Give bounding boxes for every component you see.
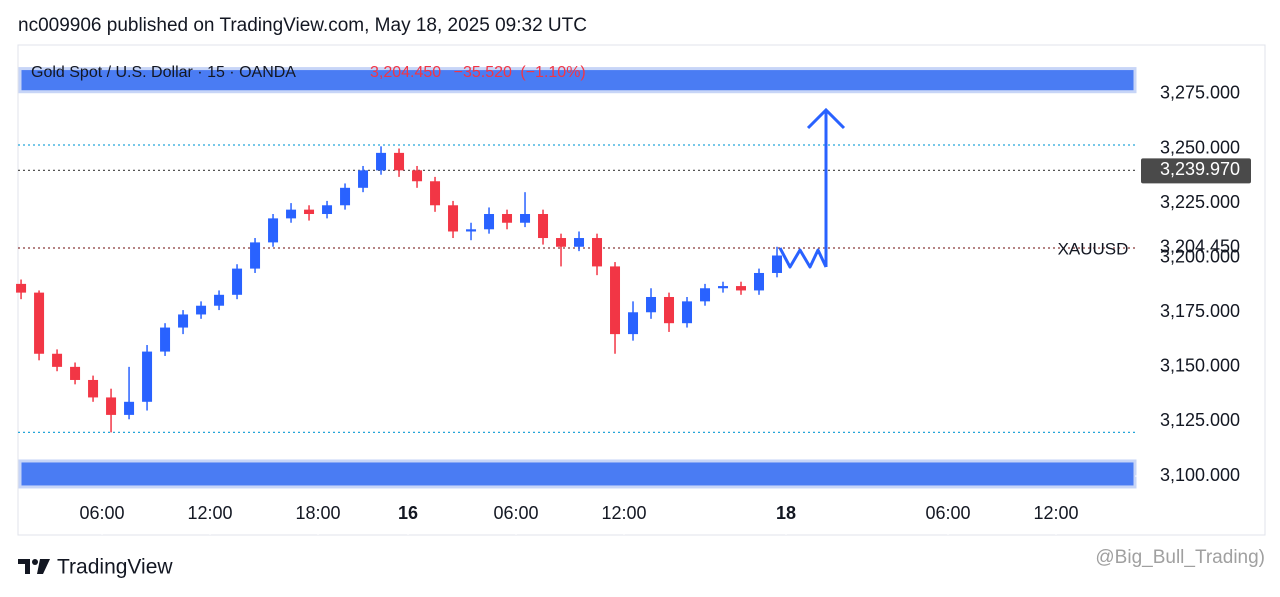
candle-body [214,294,225,306]
legend-symbol: Gold Spot / U.S. Dollar · 15 · OANDA [31,64,296,81]
chart-frame [17,44,1266,536]
quote-change: −35.520 [454,64,512,81]
candle-body [142,351,153,402]
candle-body [718,286,729,289]
quote-price: 3,204.450 [370,64,441,81]
candle-body [160,327,171,352]
candle-body [16,283,27,293]
candle-body [376,152,387,171]
candle-body [592,238,603,267]
x-tick-label: 12:00 [1033,503,1078,523]
candle-body [322,205,333,215]
x-tick-label: 12:00 [601,503,646,523]
x-tick-label: 18:00 [296,503,341,523]
y-tick-label: 3,225.000 [1160,192,1240,212]
candle-body [358,170,369,188]
x-tick-label: 12:00 [188,503,233,523]
candle-body [106,397,117,415]
y-tick-label: 3,125.000 [1160,410,1240,430]
candle-body [268,218,279,243]
y-tick-label: 3,200.000 [1160,246,1240,266]
legend-quote: 3,204.450 −35.520 (−1.10%) [370,64,586,81]
candle-body [70,366,81,380]
candle-body [484,214,495,230]
candle-body [736,286,747,291]
symbol-label: XAUUSD [1058,239,1129,258]
candle-body [394,152,405,171]
zones [18,67,1137,489]
brand-name: TradingView [57,556,173,579]
x-tick-label: 06:00 [80,503,125,523]
y-tick-label: 3,275.000 [1160,83,1240,103]
candle-body [124,401,135,415]
candles [16,146,783,433]
axes: 3,100.000 3,125.000 3,150.000 3,175.000 3,20… [80,83,1251,535]
candle-body [520,214,531,223]
candle-body [88,379,99,398]
candle-body [412,170,423,182]
y-tick-label: 3,150.000 [1160,356,1240,376]
candle-body [754,272,765,291]
arrow-head [806,107,846,130]
candle-body [232,268,243,295]
candle-body [646,296,657,313]
candle-body [574,238,585,247]
candle-body [538,214,549,239]
candle-body [340,187,351,206]
y-tick-label: 3,250.000 [1160,137,1240,157]
candle-body [700,288,711,302]
x-tick-label: 06:00 [494,503,539,523]
zigzag-drawing [778,247,828,269]
brand-logo [18,559,50,574]
candle-body [772,255,783,273]
y-tick-label: 3,175.000 [1160,301,1240,321]
candle-body [664,296,675,324]
price-badge [1141,158,1251,184]
candle-body [34,292,45,354]
levels [18,144,1138,434]
x-tick-label: 06:00 [925,503,970,523]
quote-change-pct: (−1.10%) [520,64,585,81]
zone [18,459,1137,489]
candle-body [250,242,261,269]
zone [18,67,1137,94]
watermark: @Big_Bull_Trading) [1095,547,1265,568]
publish-line: nc009906 published on TradingView.com, M… [18,15,587,36]
candle-body [286,209,297,219]
candle-body [502,214,513,223]
price-label: 3,204.450 [1160,237,1240,257]
candle-body [682,301,693,324]
candle-body [448,205,459,232]
x-tick-label: 16 [398,503,418,523]
candle-body [304,209,315,215]
candle-body [610,266,621,335]
candle-body [466,229,477,232]
candle-body [178,314,189,328]
candle-body [196,305,207,315]
y-tick-label: 3,100.000 [1160,465,1240,485]
x-tick-label: 18 [776,503,796,523]
price-label: 3,239.970 [1160,159,1240,179]
candle-body [52,353,63,367]
candle-body [556,238,567,247]
candle-body [628,312,639,335]
candle-body [430,181,441,206]
